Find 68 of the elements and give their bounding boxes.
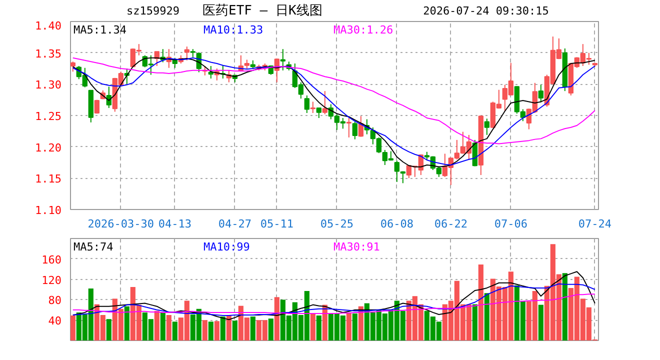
bar	[154, 310, 160, 340]
line-series	[72, 294, 596, 314]
y-tick-label: 1.15	[35, 172, 62, 186]
y-tick-label: 1.10	[35, 204, 62, 217]
y-tick-label: 1.30	[35, 78, 62, 92]
chart-title: 医药ETF — 日K线图	[202, 4, 322, 18]
bar	[352, 313, 358, 340]
y-tick-label: 1.20	[35, 141, 62, 154]
candlestick	[484, 118, 490, 136]
y-tick-label: 1.40	[35, 20, 62, 32]
y-tick-label: 120	[42, 274, 62, 287]
line-series	[72, 271, 596, 320]
candlestick	[280, 48, 286, 71]
x-tick-label: 06-22	[434, 218, 468, 230]
bar	[214, 321, 220, 340]
y-tick-label: 1.35	[35, 47, 62, 60]
bar	[232, 320, 238, 340]
candlestick	[538, 84, 544, 103]
bar	[274, 297, 280, 340]
bar	[220, 316, 226, 340]
x-tick-label: 07-06	[494, 218, 528, 230]
bar	[70, 316, 76, 340]
candlestick	[352, 121, 358, 140]
line-series	[72, 283, 596, 316]
y-tick-label: 1.25	[35, 110, 62, 123]
bar	[484, 293, 490, 340]
bar	[226, 315, 232, 340]
y-tick-label: 160	[42, 253, 62, 266]
bar	[310, 313, 316, 340]
bar	[538, 304, 544, 340]
bar	[172, 322, 178, 340]
text: 2026-07-24 09:30:15	[423, 4, 549, 18]
bar	[208, 322, 214, 340]
bar	[472, 304, 478, 340]
x-tick-label: 06-08	[380, 218, 414, 230]
text: MA30:1.26	[334, 24, 394, 36]
bar	[478, 264, 484, 340]
candlestick	[346, 118, 352, 138]
bar	[202, 320, 208, 340]
bar	[250, 316, 256, 340]
text: sz159929	[126, 4, 180, 18]
bar	[346, 312, 352, 340]
text: MA5:74	[74, 240, 114, 254]
bar	[562, 273, 568, 340]
bar	[106, 319, 112, 340]
bar	[124, 306, 130, 340]
x-tick-label: 07-24	[578, 218, 612, 230]
candlestick	[304, 94, 310, 114]
text: MA10:1.33	[204, 24, 264, 36]
bar	[160, 312, 166, 340]
y-tick-label: 40	[48, 314, 62, 328]
text: MA5:1.34	[74, 24, 127, 36]
candlestick	[70, 61, 76, 72]
x-tick-label: 04-27	[218, 218, 252, 230]
x-tick-label: 04-13	[158, 218, 192, 230]
x-tick-label: 05-25	[320, 218, 354, 230]
bar	[316, 316, 322, 340]
bar	[166, 315, 172, 340]
bar	[268, 318, 274, 340]
candlestick	[322, 90, 328, 115]
text: MA30:91	[334, 240, 380, 254]
text: MA10:99	[204, 240, 250, 254]
y-tick-label: 80	[48, 294, 62, 308]
candlestick	[184, 46, 190, 61]
candlestick	[316, 107, 322, 119]
x-tick-label: 2026-03-30	[88, 218, 154, 230]
x-tick-label: 05-11	[260, 218, 294, 230]
candlestick	[310, 101, 316, 114]
